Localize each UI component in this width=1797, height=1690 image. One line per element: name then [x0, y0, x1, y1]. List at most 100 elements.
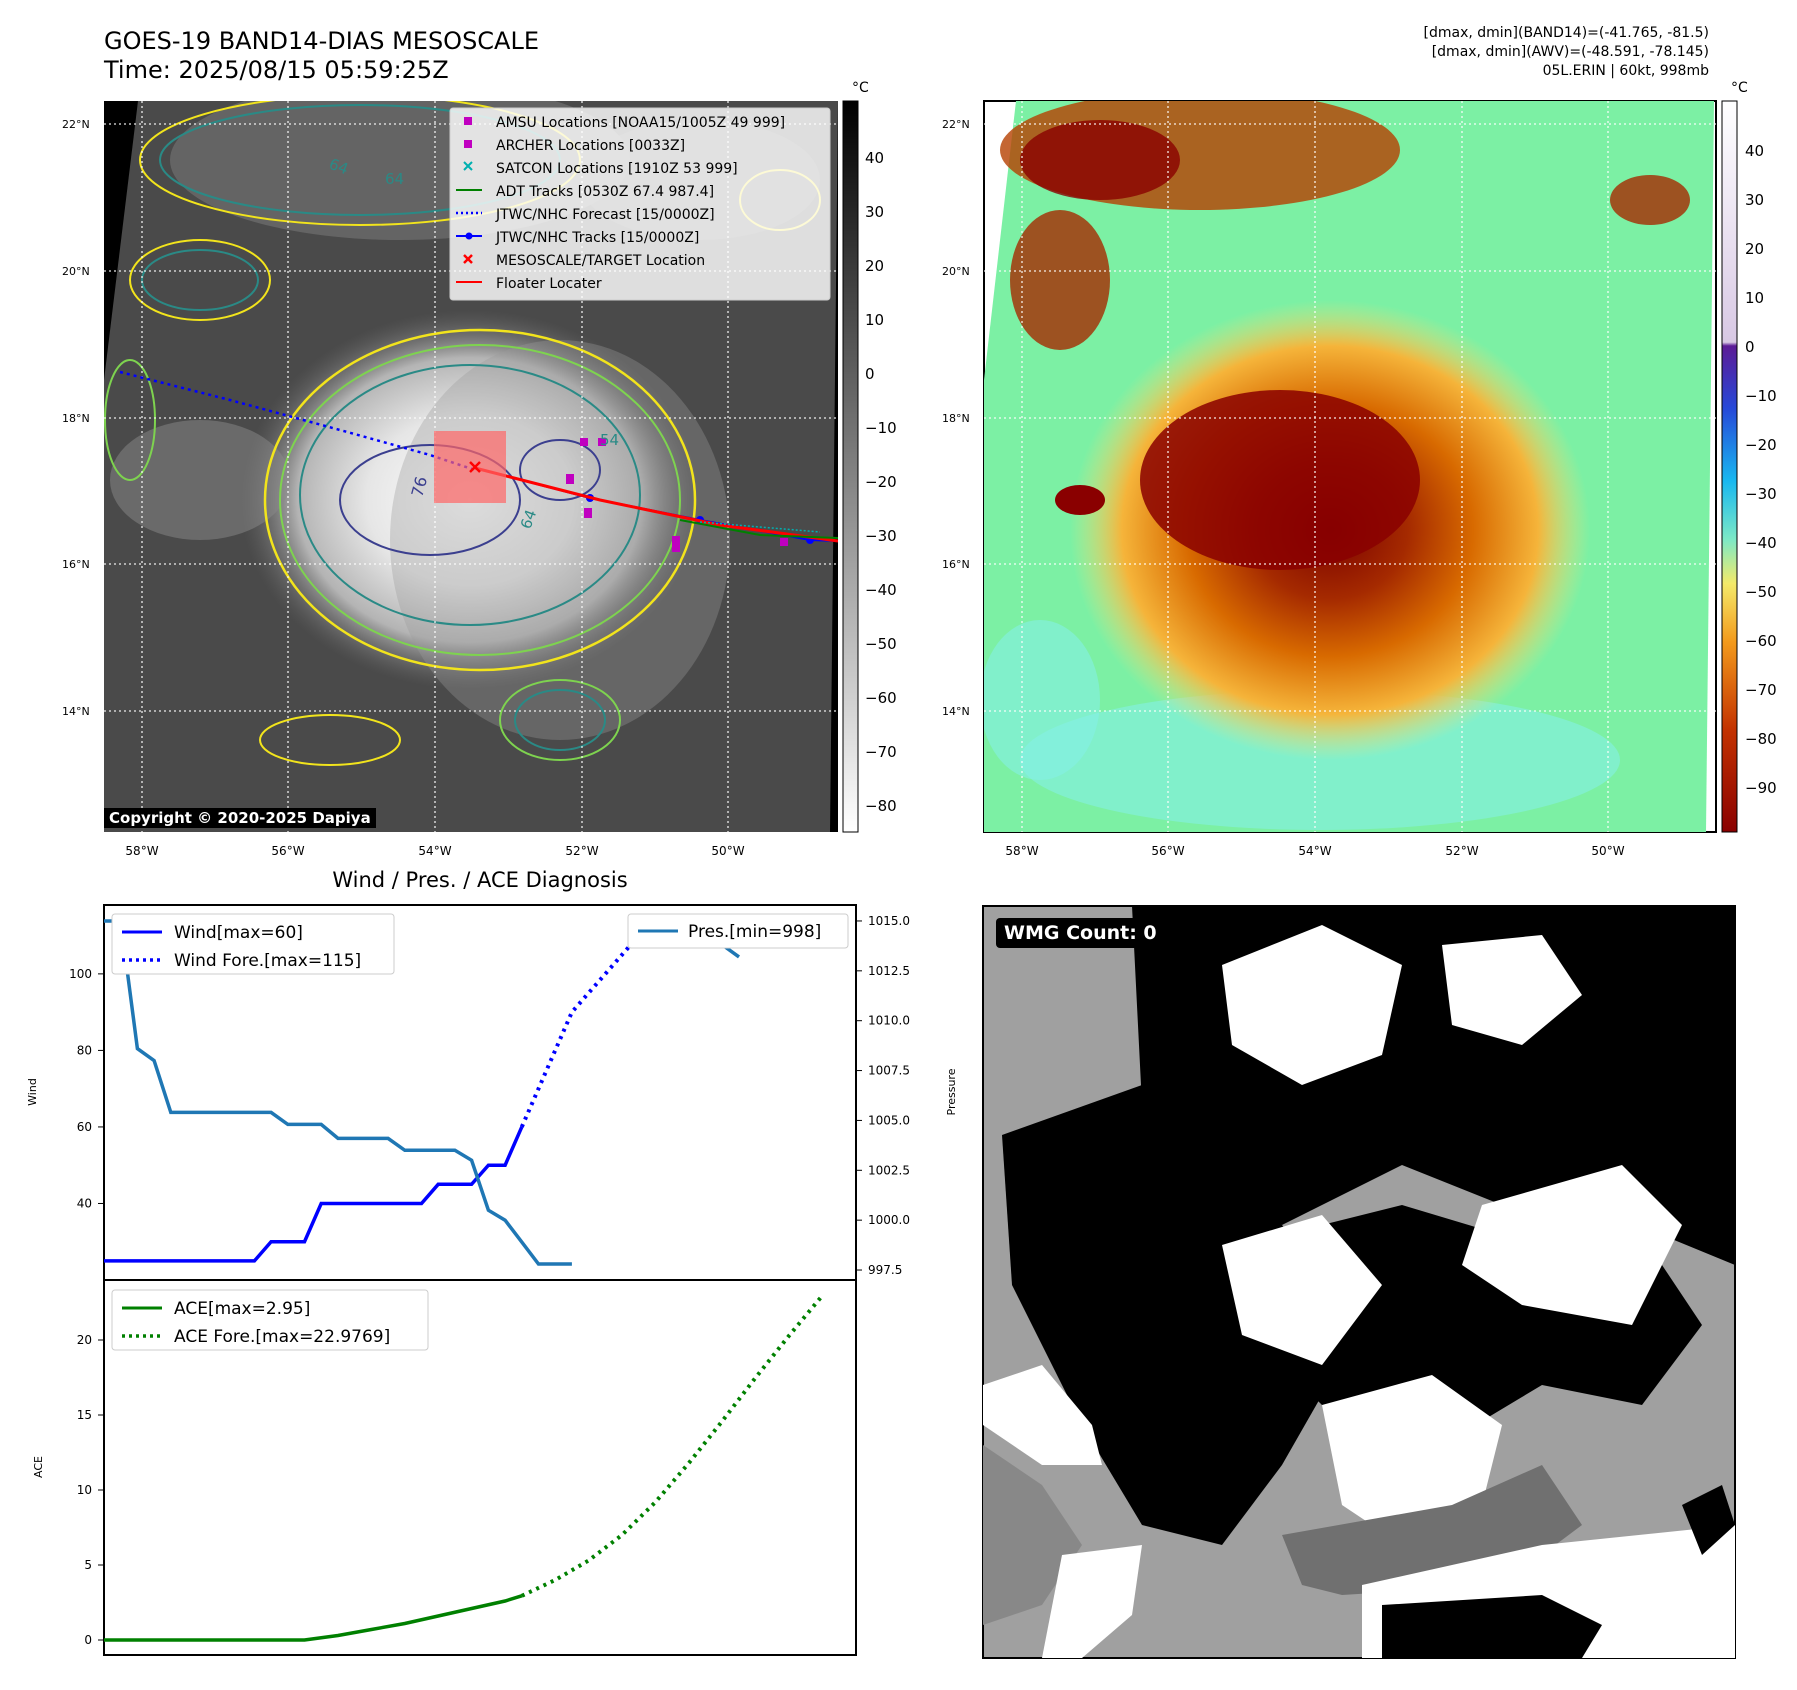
svg-text:52°W: 52°W	[565, 844, 598, 858]
svg-text:52°W: 52°W	[1445, 844, 1478, 858]
svg-text:−90: −90	[1745, 779, 1777, 797]
awv-lon-labels: 58°W 56°W 54°W 52°W 50°W	[1005, 844, 1624, 858]
legend-wind-fore: Wind Fore.[max=115]	[174, 951, 361, 971]
gray-colorbar	[842, 100, 859, 833]
wind-tick-label: 60	[77, 1120, 92, 1134]
contour-label-54: 54	[600, 431, 619, 449]
svg-text:14°N: 14°N	[942, 705, 970, 718]
svg-text:20°N: 20°N	[942, 265, 970, 278]
svg-text:0: 0	[1745, 338, 1755, 356]
pressure-tick-label: 1012.5	[868, 964, 910, 978]
svg-text:−40: −40	[1745, 534, 1777, 552]
svg-text:22°N: 22°N	[942, 118, 970, 131]
wind-legend: Wind[max=60] Wind Fore.[max=115]	[111, 913, 395, 975]
ace-y-ticks: 0 5 10 15 20	[77, 1333, 104, 1647]
svg-text:−20: −20	[1745, 436, 1777, 454]
svg-text:58°W: 58°W	[1005, 844, 1038, 858]
storm-info: 05L.ERIN | 60kt, 998mb	[1542, 63, 1709, 79]
wind-axis-label: Wind	[26, 1078, 39, 1106]
archer-marker-icon	[464, 140, 472, 148]
target-marker-icon	[463, 254, 473, 264]
pressure-axis-label: Pressure	[945, 1068, 958, 1115]
svg-text:−30: −30	[865, 527, 897, 545]
svg-text:50°W: 50°W	[1591, 844, 1624, 858]
ace-series	[104, 1294, 825, 1642]
svg-text:16°N: 16°N	[62, 558, 90, 571]
pressure-tick-label: 1000.0	[868, 1213, 910, 1227]
wind-y-ticks: 40 60 80 100	[69, 967, 104, 1210]
svg-text:−80: −80	[1745, 730, 1777, 748]
pressure-y-ticks: 997.5 1000.0 1002.5 1005.0 1007.5 1010.0 1012.…	[856, 914, 910, 1277]
legend-target: MESOSCALE/TARGET Location	[496, 253, 705, 269]
wind-series-line	[104, 1126, 524, 1263]
color-colorbar-ticks: 40 30 20 10 0 −10 −20 −30 −40 −50 −60 −7…	[1745, 142, 1777, 797]
svg-text:30: 30	[1745, 191, 1764, 209]
map-legend: AMSU Locations [NOAA15/1005Z 49 999] ARC…	[449, 107, 831, 301]
legend-wind: Wind[max=60]	[174, 923, 303, 943]
svg-text:−50: −50	[865, 635, 897, 653]
copyright-badge: Copyright © 2020-2025 Dapiya	[104, 808, 376, 828]
svg-text:−70: −70	[865, 743, 897, 761]
svg-text:50°W: 50°W	[711, 844, 744, 858]
pressure-tick-label: 1010.0	[868, 1014, 910, 1028]
color-colorbar	[1721, 100, 1738, 833]
ace-series-line	[104, 1594, 523, 1642]
svg-text:−60: −60	[1745, 632, 1777, 650]
ace-tick-label: 0	[84, 1633, 92, 1647]
svg-text:58°W: 58°W	[125, 844, 158, 858]
legend-ace-fore: ACE Fore.[max=22.9769]	[174, 1327, 390, 1347]
svg-text:18°N: 18°N	[942, 412, 970, 425]
svg-text:56°W: 56°W	[271, 844, 304, 858]
chart-title: GOES-19 BAND14-DIAS MESOSCALE	[104, 27, 540, 55]
awv-imagery	[984, 101, 1716, 832]
legend-floater: Floater Locater	[496, 276, 602, 292]
pressure-tick-label: 1007.5	[868, 1064, 910, 1078]
amsu-marker-icon	[464, 117, 472, 125]
stats-band14: [dmax, dmin](BAND14)=(-41.765, -81.5)	[1423, 25, 1710, 41]
ace-tick-label: 15	[77, 1408, 92, 1422]
ace-forecast-line	[520, 1294, 825, 1598]
legend-archer: ARCHER Locations [0033Z]	[496, 138, 685, 154]
color-colorbar-unit: °C	[1731, 80, 1748, 96]
ace-tick-label: 5	[84, 1558, 92, 1572]
svg-text:14°N: 14°N	[62, 705, 90, 718]
pressure-series-line	[104, 919, 572, 1266]
awv-lat-labels: 22°N 20°N 18°N 16°N 14°N	[942, 118, 970, 718]
ace-tick-label: 10	[77, 1483, 92, 1497]
svg-text:−30: −30	[1745, 485, 1777, 503]
svg-text:−40: −40	[865, 581, 897, 599]
svg-text:54°W: 54°W	[418, 844, 451, 858]
wmg-blocks	[983, 906, 1735, 1658]
diagnosis-title: Wind / Pres. / ACE Diagnosis	[332, 868, 627, 892]
svg-text:20: 20	[865, 257, 884, 275]
svg-text:56°W: 56°W	[1151, 844, 1184, 858]
svg-text:18°N: 18°N	[62, 412, 90, 425]
svg-text:16°N: 16°N	[942, 558, 970, 571]
wind-tick-label: 100	[69, 967, 92, 981]
svg-text:22°N: 22°N	[62, 118, 90, 131]
pressure-legend: Pres.[min=998]	[627, 913, 849, 949]
svg-text:−10: −10	[1745, 387, 1777, 405]
legend-tracks: JTWC/NHC Tracks [15/0000Z]	[495, 230, 699, 246]
legend-amsu: AMSU Locations [NOAA15/1005Z 49 999]	[496, 115, 785, 131]
wmg-count-badge: WMG Count: 0	[996, 918, 1165, 948]
svg-text:20°N: 20°N	[62, 265, 90, 278]
svg-text:54°W: 54°W	[1298, 844, 1331, 858]
pressure-tick-label: 997.5	[868, 1263, 902, 1277]
ace-axis-label: ACE	[32, 1456, 45, 1478]
track-dot-icon	[465, 232, 473, 240]
svg-text:10: 10	[865, 311, 884, 329]
ace-tick-label: 20	[77, 1333, 92, 1347]
svg-text:40: 40	[1745, 142, 1764, 160]
svg-text:−10: −10	[865, 419, 897, 437]
stats-awv: [dmax, dmin](AWV)=(-48.591, -78.145)	[1431, 44, 1709, 60]
wmg-panel	[982, 905, 1736, 1659]
svg-text:20: 20	[1745, 240, 1764, 258]
wind-tick-label: 40	[77, 1196, 92, 1210]
ace-legend: ACE[max=2.95] ACE Fore.[max=22.9769]	[111, 1289, 429, 1351]
contour-label-64-a: 64	[517, 507, 540, 531]
pressure-tick-label: 1005.0	[868, 1113, 910, 1127]
svg-text:−20: −20	[865, 473, 897, 491]
legend-satcon: SATCON Locations [1910Z 53 999]	[496, 161, 738, 177]
ir-lon-labels: 58°W 56°W 54°W 52°W 50°W	[125, 844, 744, 858]
